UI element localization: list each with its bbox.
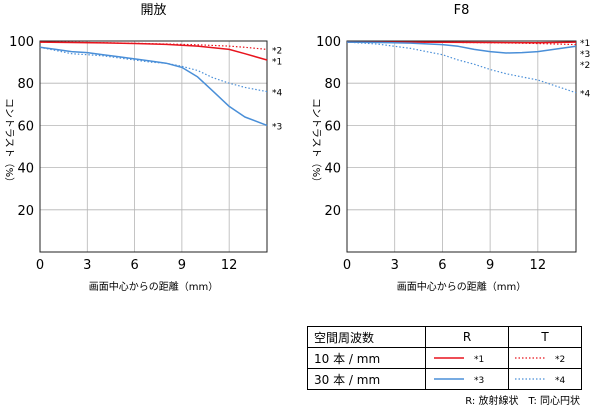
- y-tick-label: 20: [17, 204, 34, 219]
- x-tick-label: 6: [130, 258, 138, 273]
- footnote: R: 放射線状 T: 同心円状: [465, 396, 580, 407]
- legend-table: 空間周波数 R T 10 本 / mm *1 *2 30 本 / mm: [307, 326, 582, 390]
- x-axis-label: 画面中心からの距離（mm）: [397, 280, 526, 293]
- y-tick-label: 40: [324, 162, 341, 177]
- x-tick-label: 3: [83, 258, 91, 273]
- legend-line-4: *4: [515, 376, 566, 386]
- y-tick-label: 60: [17, 119, 34, 134]
- plot-frame: [346, 40, 577, 253]
- legend-key-1: *1: [474, 355, 484, 365]
- x-tick-label: 9: [178, 258, 186, 273]
- series-end-label: *1: [272, 57, 282, 67]
- series-line-4: [346, 41, 577, 94]
- x-tick-label: 12: [221, 258, 238, 273]
- series-line-2: [39, 41, 268, 50]
- legend-line-2: *2: [515, 355, 565, 365]
- legend-row-30-label: 30 本 / mm: [307, 368, 426, 390]
- y-tick-label: 100: [9, 35, 34, 50]
- y-tick-label: 80: [17, 77, 34, 92]
- chart-title: 開放: [140, 3, 166, 18]
- series-end-label: *4: [272, 89, 283, 99]
- y-tick-label: 20: [324, 204, 341, 219]
- legend-key-2: *2: [555, 355, 565, 365]
- legend-col-t: T: [508, 326, 582, 348]
- legend-row-30-t: *4: [508, 368, 582, 390]
- plot-frame: [39, 40, 268, 253]
- series-end-label: *4: [580, 90, 591, 100]
- y-axis-label: コントラスト（%）: [310, 98, 322, 187]
- series-end-label: *3: [272, 122, 282, 132]
- legend-row-10-r: *1: [425, 347, 509, 369]
- legend-row-10-t: *2: [508, 347, 582, 369]
- legend-key-4: *4: [555, 376, 566, 386]
- legend-col-r: R: [425, 326, 509, 348]
- legend-line-3: *3: [434, 376, 484, 386]
- chart-panel-1: 開放 0 3 6 9 12 20 40 60 80 100 画面中心からの距離（mm） コントラスト（%…: [3, 3, 283, 293]
- legend-row-10-label: 10 本 / mm: [307, 347, 426, 369]
- x-axis-label: 画面中心からの距離（mm）: [89, 280, 218, 293]
- chart-panel-2: F8 0 3 6 9 12 20 40 60 80 100 画面中心からの距離（mm） コントラスト（%…: [310, 3, 591, 293]
- series-end-label: *1: [580, 39, 590, 49]
- legend-row-30-r: *3: [425, 368, 509, 390]
- x-tick-label: 3: [391, 258, 399, 273]
- x-tick-label: 0: [343, 258, 351, 273]
- y-axis-label: コントラスト（%）: [3, 98, 15, 187]
- series-line-3: [39, 46, 268, 127]
- series-end-label: *3: [580, 50, 590, 60]
- x-tick-label: 12: [530, 258, 547, 273]
- chart-title: F8: [454, 3, 470, 18]
- x-tick-label: 0: [36, 258, 44, 273]
- y-tick-label: 100: [316, 35, 341, 50]
- series-line-3: [346, 41, 577, 54]
- series-line-4: [39, 46, 268, 93]
- legend-key-3: *3: [474, 376, 484, 386]
- legend-header: 空間周波数: [307, 326, 426, 348]
- y-tick-label: 80: [324, 77, 341, 92]
- mtf-charts: 開放0 3 6 9 1220406080100画面中心からの距離（mm）コントラスト（%…: [3, 3, 591, 293]
- x-tick-label: 9: [486, 258, 494, 273]
- y-tick-label: 60: [324, 119, 341, 134]
- legend-line-1: *1: [434, 355, 484, 365]
- series-end-label: *2: [272, 46, 282, 56]
- series-end-label: *2: [580, 61, 590, 71]
- y-tick-label: 40: [17, 162, 34, 177]
- x-tick-label: 6: [438, 258, 446, 273]
